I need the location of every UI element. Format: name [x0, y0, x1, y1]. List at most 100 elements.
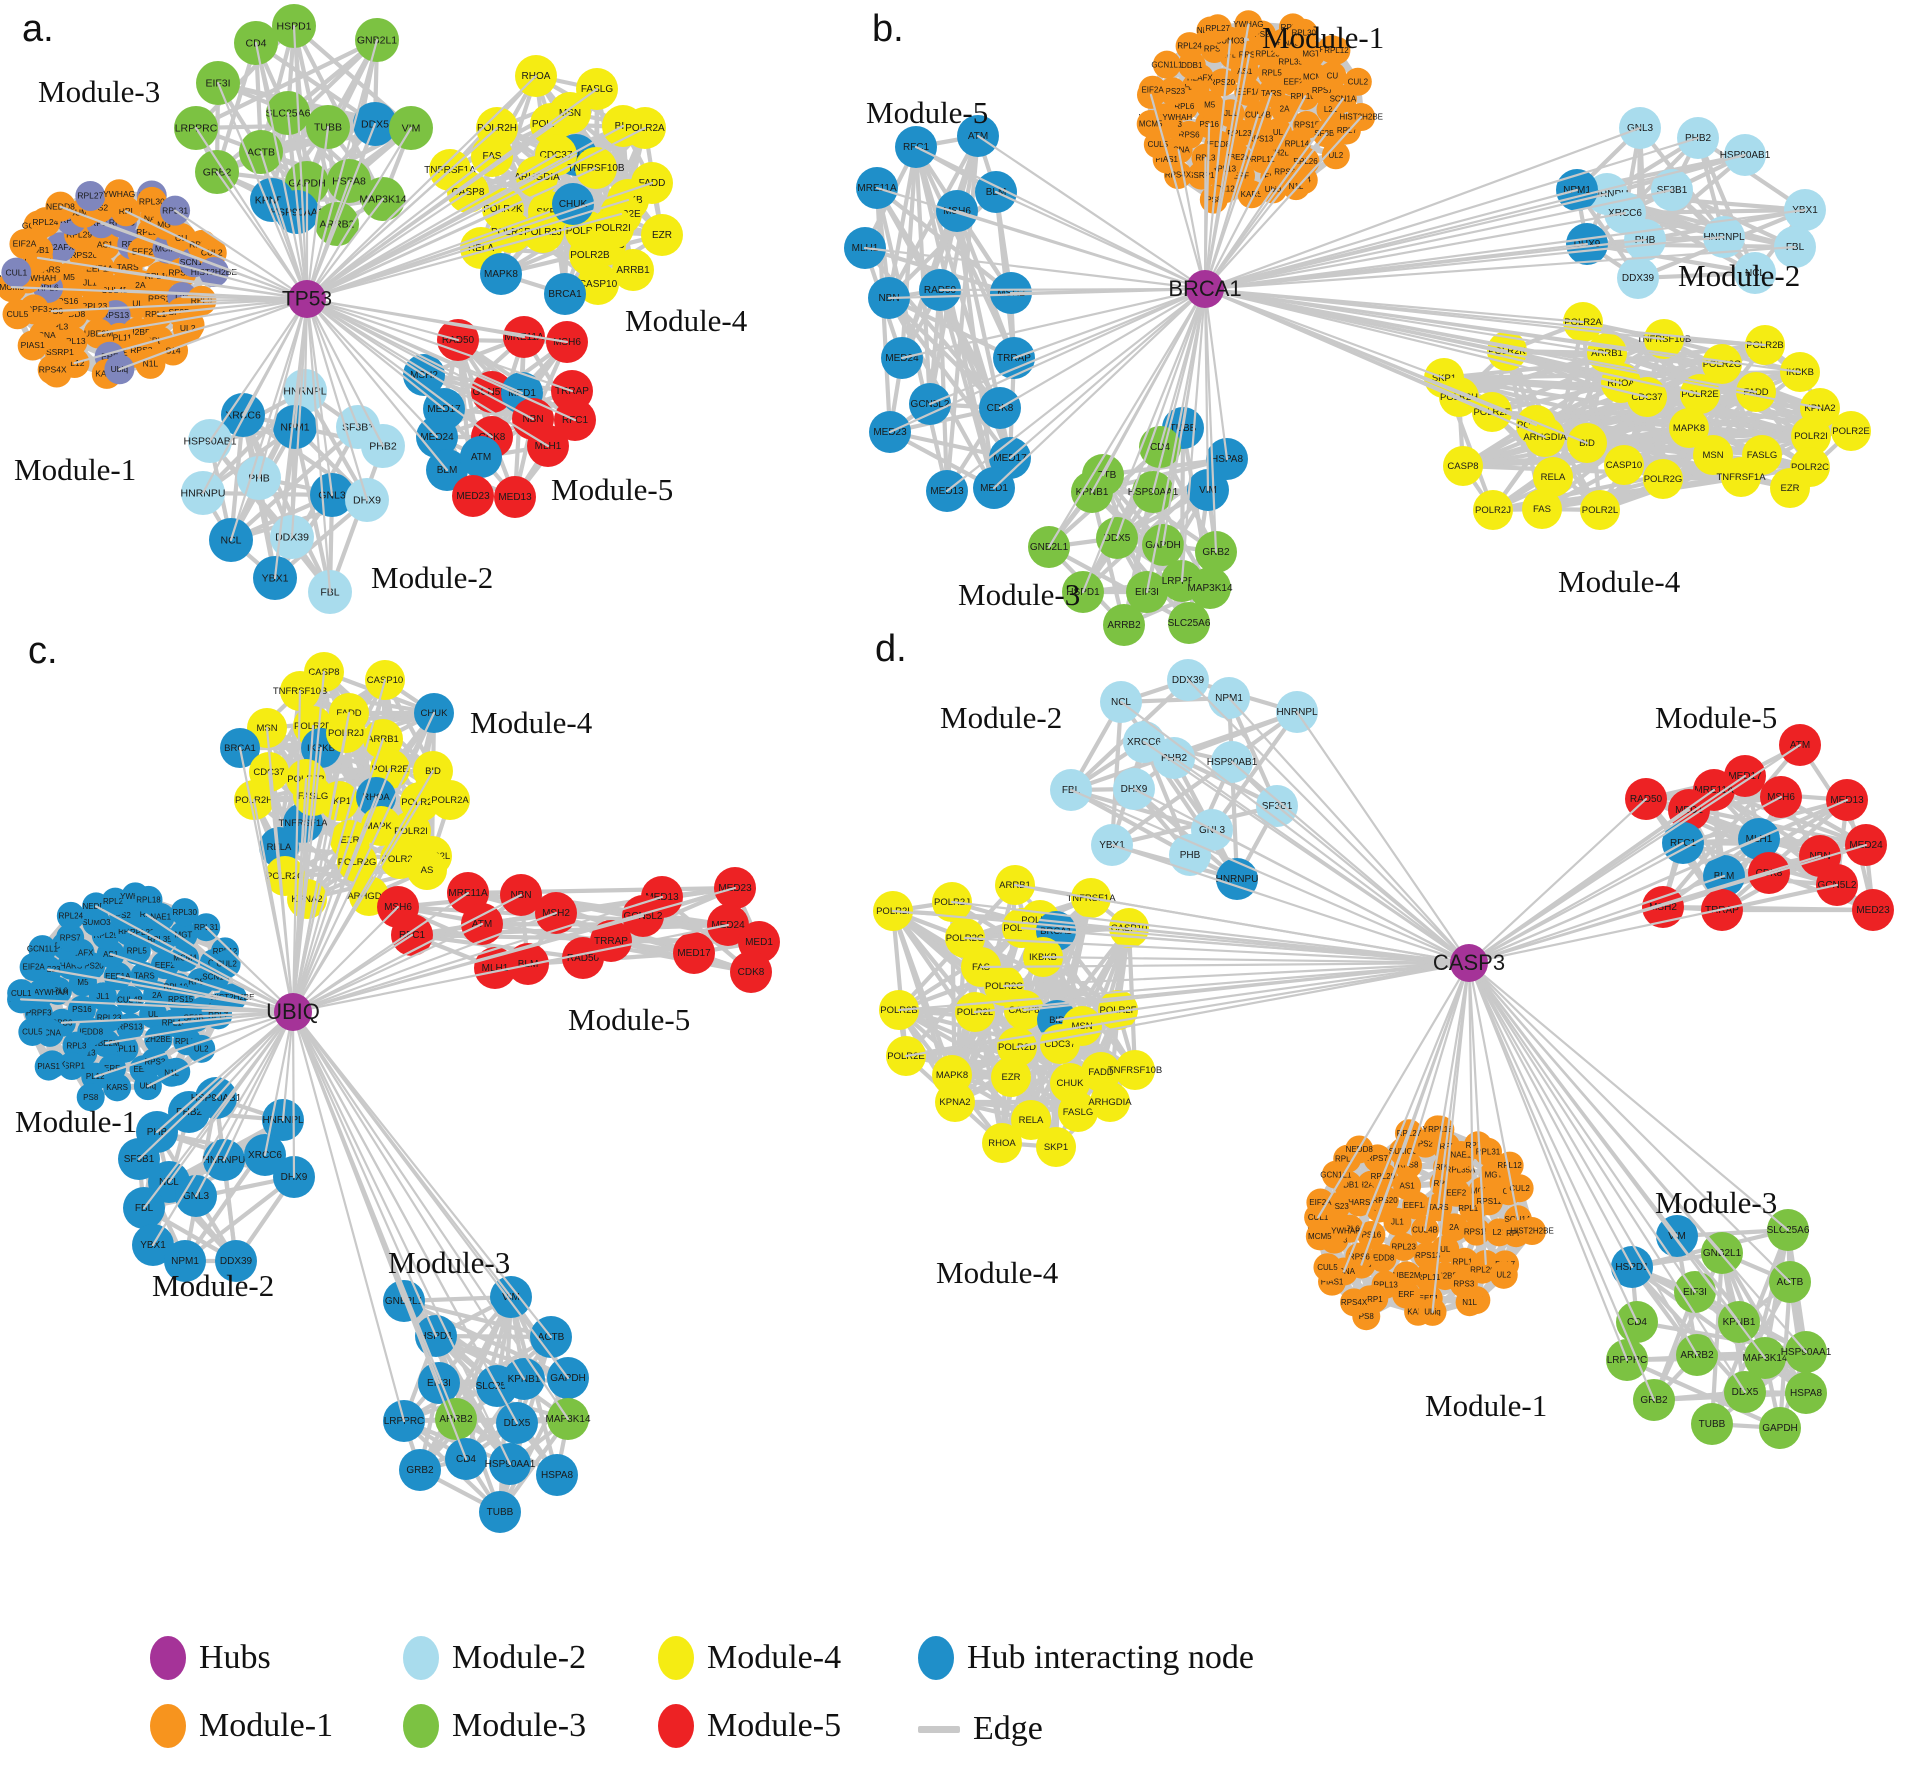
node-label: MAP3K14: [1187, 583, 1232, 594]
node-polr2l[interactable]: [1580, 490, 1620, 530]
node-ezr[interactable]: [1770, 468, 1810, 508]
edge: [954, 208, 1017, 361]
node-label: MED23: [456, 491, 490, 502]
node-label: EIF2A: [23, 963, 46, 972]
node-label: PCNA: [32, 330, 56, 340]
edge: [976, 134, 1207, 291]
node-ncl[interactable]: [1734, 252, 1776, 294]
node-arrb1[interactable]: [612, 249, 654, 291]
node-ezr[interactable]: [641, 214, 683, 256]
node-2a[interactable]: [1270, 94, 1299, 123]
node-ddx39[interactable]: [1617, 257, 1659, 299]
node-polr2j[interactable]: [522, 211, 564, 253]
hub-node-brca1[interactable]: [1186, 270, 1224, 308]
node-label: 2H2BE: [1270, 149, 1295, 158]
module-label-b-4: Module-4: [1558, 564, 1681, 599]
node-casp10[interactable]: [577, 263, 619, 305]
node-polr2g[interactable]: [1643, 459, 1683, 499]
edge: [305, 297, 577, 422]
module-label-b-3: Module-3: [958, 577, 1081, 612]
edge: [103, 243, 309, 301]
node-label: MGT: [157, 220, 176, 230]
edge: [305, 212, 623, 301]
node-label: SCN1A: [180, 257, 209, 267]
node-label: EIF2A: [13, 239, 37, 249]
legend-swatch-module-2: [403, 1636, 439, 1680]
node-label: UL: [132, 298, 143, 308]
node-rps20[interactable]: [1208, 68, 1237, 97]
node-label: RPS23: [1160, 87, 1186, 96]
node-label: EIF2A: [1141, 85, 1164, 94]
module-label-a-1: Module-1: [14, 452, 137, 487]
node-eif2a[interactable]: [1138, 75, 1167, 104]
module-label-b-2: Module-2: [1678, 258, 1801, 293]
node-map3k14[interactable]: [1189, 567, 1231, 609]
node-label: PHB: [1180, 850, 1201, 861]
hub-node-tp53[interactable]: [288, 280, 326, 318]
node-label: CUL2: [1348, 77, 1369, 86]
node-atm[interactable]: [460, 436, 502, 478]
node-polr2i[interactable]: [1791, 416, 1831, 456]
node-s14[interactable]: [158, 335, 189, 366]
edge: [1090, 287, 1207, 494]
node-n1l[interactable]: [135, 348, 166, 379]
node-label: ERF: [101, 351, 118, 361]
edge: [194, 126, 309, 301]
node-rps4x[interactable]: [37, 354, 68, 385]
node-label: RPS6: [1179, 130, 1200, 139]
edge: [97, 297, 309, 335]
node-label: KPNA2: [939, 1097, 970, 1108]
node-polr2j[interactable]: [1473, 490, 1513, 530]
node-gcn1l1[interactable]: [1152, 50, 1181, 79]
module-label-d-4: Module-1: [1425, 1388, 1548, 1423]
node-label: AS: [421, 865, 434, 876]
node-n1l[interactable]: [1282, 172, 1311, 201]
panel-letter-d: d.: [875, 628, 907, 670]
node-rpl12[interactable]: [1322, 36, 1351, 65]
node-arrb2[interactable]: [1103, 604, 1145, 646]
node-label: POLR2C: [266, 871, 304, 882]
node-med23[interactable]: [452, 475, 494, 517]
node-rpl30[interactable]: [136, 186, 167, 217]
node-tnfrsf1a[interactable]: [1721, 457, 1761, 497]
node-rpl27[interactable]: [75, 180, 106, 211]
node-label: RPS15: [1294, 121, 1320, 130]
node-mapk8[interactable]: [1669, 408, 1709, 448]
node-brca1[interactable]: [544, 273, 586, 315]
edge: [305, 210, 551, 301]
node-label: JL1: [1224, 109, 1237, 118]
node-ywhag[interactable]: [104, 179, 135, 210]
node-polr2e[interactable]: [1831, 411, 1871, 451]
module-label-b-1: Module-5: [866, 95, 989, 130]
node-casp10[interactable]: [1604, 445, 1644, 485]
node-label: DDX39: [1622, 273, 1655, 284]
node-cul5[interactable]: [2, 299, 33, 330]
node-rela[interactable]: [1533, 457, 1573, 497]
module-label-c-2: Module-1: [15, 1104, 138, 1139]
node-slc25a6[interactable]: [1168, 602, 1210, 644]
node-cul2[interactable]: [1343, 67, 1372, 96]
node-label: M5: [1204, 100, 1216, 109]
edge: [1203, 92, 1273, 291]
legend-item-module-1: Module-1: [150, 1704, 333, 1748]
node-fas[interactable]: [1522, 489, 1562, 529]
node-rpl24[interactable]: [1175, 32, 1204, 61]
node-hist2h2be[interactable]: [198, 257, 229, 288]
node-label: ERF: [1398, 1290, 1414, 1299]
module-label-c-1: Module-5: [568, 1002, 691, 1037]
node-cul1[interactable]: [1, 257, 32, 288]
node-med13[interactable]: [494, 476, 536, 518]
node-cu[interactable]: [1318, 61, 1347, 90]
node-msn[interactable]: [1693, 435, 1733, 475]
edge: [1203, 287, 1229, 461]
node-mapk8[interactable]: [480, 253, 522, 295]
node-label: CDK8: [738, 967, 765, 978]
node-pias1[interactable]: [17, 330, 48, 361]
node-rpl27[interactable]: [1203, 14, 1232, 43]
node-rpl30[interactable]: [1289, 18, 1318, 47]
node-casp8[interactable]: [1443, 446, 1483, 486]
edge: [1203, 287, 1702, 396]
node-ul2[interactable]: [1321, 141, 1350, 170]
hub-label-brca1: BRCA1: [1168, 276, 1241, 301]
